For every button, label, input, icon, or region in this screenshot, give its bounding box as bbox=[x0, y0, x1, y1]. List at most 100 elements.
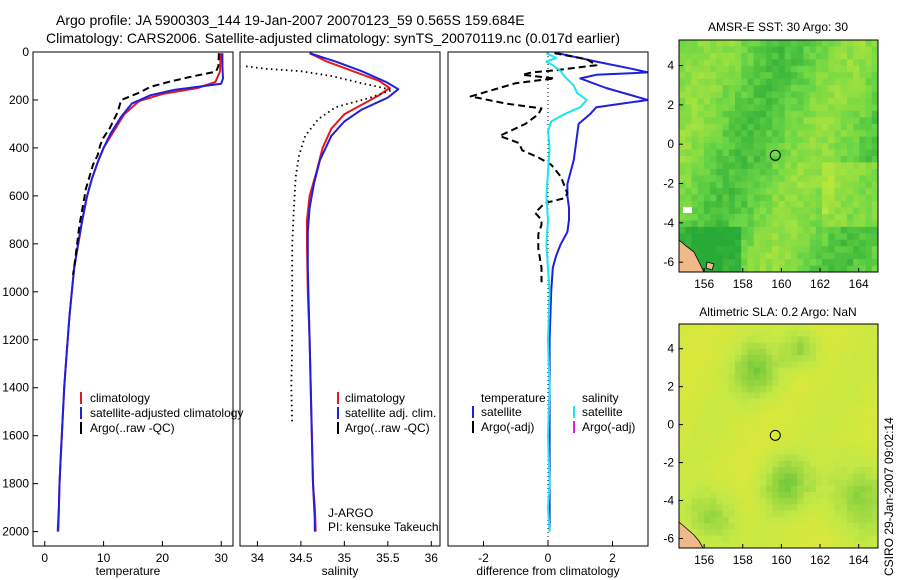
map-cell bbox=[716, 181, 724, 189]
map-cell bbox=[778, 72, 786, 80]
map-cell bbox=[741, 78, 749, 86]
map-cell bbox=[815, 226, 823, 234]
map-cell bbox=[716, 168, 724, 176]
map-cell bbox=[703, 492, 711, 499]
map-cell bbox=[753, 411, 761, 418]
map-cell bbox=[784, 130, 792, 138]
map-cell bbox=[871, 423, 878, 431]
map-cell bbox=[679, 175, 686, 183]
map-cell bbox=[865, 404, 873, 412]
map-cell bbox=[865, 110, 873, 118]
map-cell bbox=[691, 460, 699, 468]
map-cell bbox=[691, 492, 699, 499]
map-cell bbox=[734, 436, 742, 443]
map-cell bbox=[797, 201, 804, 209]
map-cell bbox=[853, 156, 860, 164]
map-cell bbox=[710, 168, 717, 176]
map-cell bbox=[722, 265, 730, 272]
map-cell bbox=[703, 510, 711, 518]
map-cell bbox=[772, 423, 780, 431]
map-cell bbox=[828, 541, 836, 548]
map-cell bbox=[697, 201, 705, 209]
map-cell bbox=[834, 448, 842, 456]
map-cell bbox=[703, 380, 711, 387]
map-cell bbox=[797, 220, 804, 228]
map-cell bbox=[840, 239, 848, 247]
map-cell bbox=[722, 504, 730, 512]
map-cell bbox=[710, 342, 717, 350]
map-cell bbox=[772, 398, 780, 406]
map-cell bbox=[728, 380, 736, 387]
map-cell bbox=[865, 181, 873, 189]
map-cell bbox=[741, 535, 749, 543]
map-cell bbox=[865, 117, 873, 125]
map-cell bbox=[772, 252, 780, 260]
map-cell bbox=[716, 52, 724, 60]
map-cell bbox=[697, 404, 705, 412]
map-cell bbox=[753, 417, 761, 425]
map-cell bbox=[815, 460, 823, 468]
map-cell bbox=[834, 59, 842, 67]
map-cell bbox=[815, 541, 823, 548]
map-cell bbox=[846, 436, 854, 443]
map-cell bbox=[803, 516, 811, 524]
map-cell bbox=[859, 429, 867, 437]
map-cell bbox=[759, 239, 767, 247]
map-cell bbox=[797, 194, 804, 202]
map-cell bbox=[766, 467, 773, 474]
map-cell bbox=[865, 492, 873, 499]
map-cell bbox=[853, 541, 860, 548]
map-cell bbox=[691, 436, 699, 443]
map-cell bbox=[803, 373, 811, 381]
map-cell bbox=[772, 467, 780, 474]
map-cell bbox=[778, 117, 786, 125]
map-cell bbox=[772, 52, 780, 60]
map-cell bbox=[697, 436, 705, 443]
map-cell bbox=[753, 355, 761, 362]
map-cell bbox=[759, 336, 767, 344]
map-cell bbox=[722, 149, 730, 157]
map-cell bbox=[747, 52, 755, 60]
map-cell bbox=[828, 523, 836, 530]
map-cell bbox=[710, 130, 717, 138]
map-cell bbox=[772, 78, 780, 86]
map-cell bbox=[741, 529, 749, 537]
map-cell bbox=[716, 143, 724, 151]
map-cell bbox=[797, 214, 804, 222]
map-cell bbox=[840, 541, 848, 548]
map-cell bbox=[790, 330, 798, 338]
map-cell bbox=[703, 65, 711, 73]
temperature-xlabel: temperature bbox=[96, 564, 161, 578]
map-cell bbox=[697, 207, 705, 215]
map-cell bbox=[809, 156, 817, 164]
map-cell bbox=[722, 65, 730, 73]
map-cell bbox=[685, 65, 693, 73]
map-cell bbox=[766, 239, 773, 247]
map-cell bbox=[846, 523, 854, 530]
map-cell bbox=[703, 181, 711, 189]
map-cell bbox=[679, 411, 686, 418]
map-cell bbox=[691, 85, 699, 93]
map-cell bbox=[815, 117, 823, 125]
map-cell bbox=[759, 78, 767, 86]
map-cell bbox=[759, 130, 767, 138]
map-cell bbox=[809, 78, 817, 86]
map-cell bbox=[784, 233, 792, 241]
map-cell bbox=[766, 504, 773, 512]
map-cell bbox=[809, 473, 817, 481]
map-cell bbox=[778, 220, 786, 228]
map-cell bbox=[809, 535, 817, 543]
map-cell bbox=[710, 398, 717, 406]
map-cell bbox=[772, 85, 780, 93]
map-cell bbox=[822, 239, 829, 247]
map-cell bbox=[759, 342, 767, 350]
map-cell bbox=[710, 380, 717, 387]
map-cell bbox=[871, 233, 878, 241]
map-cell bbox=[772, 46, 780, 54]
map-cell bbox=[853, 380, 860, 387]
map-cell bbox=[722, 123, 730, 131]
map-cell bbox=[822, 265, 829, 272]
map-cell bbox=[734, 498, 742, 506]
map-cell bbox=[778, 498, 786, 506]
map-cell bbox=[834, 367, 842, 375]
